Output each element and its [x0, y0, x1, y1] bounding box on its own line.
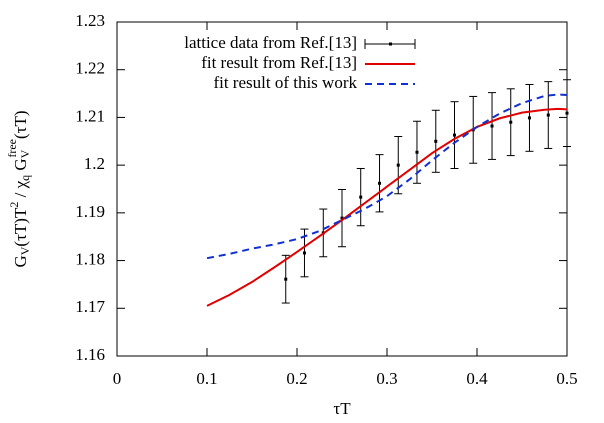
y-label-part: (τT) [11, 110, 30, 139]
y-axis-label: GV(τT)T2 / χq GVfree(τT) [5, 110, 32, 267]
data-point [302, 251, 306, 255]
data-point [415, 150, 419, 154]
data-point [527, 116, 531, 120]
data-point [509, 120, 513, 124]
y-tick-label: 1.21 [75, 106, 105, 125]
y-label-part: G [11, 158, 30, 175]
y-tick-label: 1.17 [75, 297, 105, 316]
y-label-sup: free [5, 139, 19, 158]
data-point [434, 139, 438, 143]
y-tick-label: 1.23 [75, 11, 105, 30]
x-tick-label: 0.2 [286, 369, 307, 388]
y-label-part: G [11, 255, 30, 267]
y-tick-label: 1.2 [84, 154, 105, 173]
plot-frame [116, 21, 568, 357]
legend-label: fit result of this work [213, 73, 357, 92]
data-point [340, 216, 344, 220]
y-label-sub: V [18, 149, 32, 158]
x-tick-label: 0.3 [376, 369, 397, 388]
y-label-sub: q [18, 175, 32, 181]
fit-curve [206, 107, 568, 307]
data-point [453, 133, 456, 137]
y-tick-label: 1.19 [75, 202, 105, 221]
y-label-part: / χ [11, 180, 30, 201]
legend-label: lattice data from Ref.[13] [184, 33, 357, 52]
x-axis-label: τT [333, 399, 351, 418]
data-point [378, 181, 382, 185]
x-tick-label: 0 [113, 369, 122, 388]
x-tick-label: 0.5 [556, 369, 577, 388]
legend-label: fit result from Ref.[13] [201, 53, 357, 72]
x-tick-label: 0.1 [196, 369, 217, 388]
y-tick-label: 1.18 [75, 249, 105, 268]
y-tick-label: 1.16 [75, 345, 105, 364]
y-label-sub: V [18, 246, 32, 255]
data-point [490, 124, 494, 128]
y-label-part: (τT)T [11, 207, 30, 247]
data-point [565, 111, 569, 115]
data-point [396, 163, 400, 167]
data-point [546, 113, 550, 117]
fit-curve [206, 93, 568, 260]
data-point [359, 195, 363, 199]
data-point [284, 277, 288, 281]
y-label-sup: 2 [7, 202, 21, 208]
legend-sample [389, 42, 392, 46]
y-tick-label: 1.22 [75, 59, 105, 78]
x-tick-label: 0.4 [466, 369, 488, 388]
